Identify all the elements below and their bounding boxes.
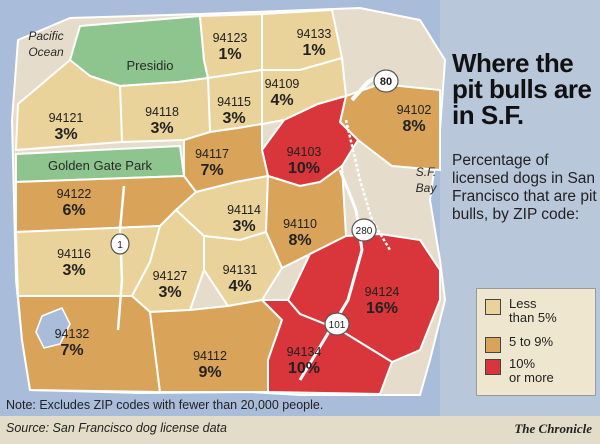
zip-region-94134 — [259, 299, 394, 396]
highway-280-line — [344, 119, 392, 251]
highway-80-label: 80 — [380, 76, 392, 88]
zip-percent-label: 3% — [150, 120, 173, 137]
legend-item-mid: 5 to 9% — [485, 335, 553, 353]
presidio-label: Presidio — [127, 58, 174, 73]
zip-code-label: 94127 — [153, 269, 188, 283]
zip-region-94132 — [16, 295, 162, 394]
zip-percent-label: 8% — [288, 232, 311, 249]
zip-code-label: 94114 — [227, 203, 261, 217]
zip-region-94131 — [203, 230, 284, 308]
sf-bay-label-2: Bay — [416, 181, 438, 195]
zip-code-label: 94110 — [283, 217, 317, 231]
zip-code-label: 94109 — [265, 77, 300, 91]
zip-code-label: 94112 — [193, 349, 227, 363]
zip-percent-label: 7% — [200, 162, 223, 179]
zip-percent-label: 4% — [228, 278, 251, 295]
source-line: Source: San Francisco dog license data — [6, 421, 227, 435]
legend-item-high: 10% or more — [485, 357, 554, 385]
highway-280-shield: 280 — [351, 218, 377, 242]
zip-percent-label: 8% — [402, 118, 425, 135]
zip-percent-label: 7% — [60, 342, 83, 359]
zip-code-label: 94132 — [55, 327, 90, 341]
zip-code-label: 94122 — [57, 187, 92, 201]
pacific-ocean-label-1: Pacific — [28, 29, 63, 43]
highway-101-shield: 101 — [324, 312, 350, 336]
zip-percent-label: 1% — [302, 42, 325, 59]
legend-swatch-low — [485, 299, 501, 315]
sf-bay-label-1: S.F. — [416, 165, 436, 179]
zip-labels: 941231%941331%941094%941153%941183%94121… — [49, 27, 432, 381]
zip-code-label: 94117 — [195, 147, 229, 161]
legend-swatch-mid — [485, 337, 501, 353]
highway-1-shield: 1 — [110, 233, 130, 255]
footer-bar — [0, 416, 600, 444]
zip-code-label: 94124 — [365, 285, 400, 299]
footnote: Note: Excludes ZIP codes with fewer than… — [6, 398, 324, 412]
zip-percent-label: 3% — [54, 126, 77, 143]
map-title: Where the pit bulls are in S.F. — [452, 48, 592, 130]
zip-code-label: 94121 — [49, 111, 84, 125]
zip-code-label: 94102 — [397, 103, 432, 117]
legend-label-high: 10% or more — [509, 356, 554, 385]
highway-80-shield: 80 — [373, 69, 399, 93]
highway-280-label: 280 — [356, 226, 373, 237]
zip-percent-label: 3% — [232, 218, 255, 235]
legend-label-low: Less than 5% — [509, 296, 557, 325]
zip-percent-label: 6% — [62, 202, 85, 219]
zip-percent-label: 9% — [198, 364, 221, 381]
zip-code-label: 94131 — [223, 263, 258, 277]
zip-percent-label: 16% — [366, 300, 398, 317]
highway-1-line — [116, 185, 126, 331]
zip-percent-label: 1% — [218, 46, 241, 63]
zip-percent-label: 4% — [270, 92, 293, 109]
legend: Less than 5% 5 to 9% 10% or more — [476, 288, 596, 396]
zip-percent-label: 10% — [288, 360, 320, 377]
zip-code-label: 94116 — [57, 247, 91, 261]
golden-gate-park-label: Golden Gate Park — [48, 158, 153, 173]
zip-code-label: 94123 — [213, 31, 248, 45]
zip-code-label: 94118 — [145, 105, 179, 119]
zip-code-label: 94115 — [217, 95, 251, 109]
zip-percent-label: 3% — [62, 262, 85, 279]
highway-101-label: 101 — [329, 320, 346, 331]
zip-code-label: 94103 — [287, 145, 322, 159]
zip-region-94121 — [14, 58, 124, 152]
legend-swatch-high — [485, 359, 501, 375]
zip-percent-label: 10% — [288, 160, 320, 177]
zip-code-label: 94133 — [297, 27, 332, 41]
zip-code-label: 94134 — [287, 345, 322, 359]
highway-101-line — [298, 169, 364, 381]
credit-line: The Chronicle — [514, 421, 592, 436]
highway-1-label: 1 — [117, 240, 123, 251]
legend-label-mid: 5 to 9% — [509, 334, 554, 349]
legend-item-low: Less than 5% — [485, 297, 557, 325]
lake-merced — [35, 307, 71, 349]
zip-percent-label: 3% — [158, 284, 181, 301]
zip-percent-label: 3% — [222, 110, 245, 127]
map-subtitle: Percentage of licensed dogs in San Franc… — [452, 152, 597, 223]
pacific-ocean-label-2: Ocean — [28, 45, 64, 59]
